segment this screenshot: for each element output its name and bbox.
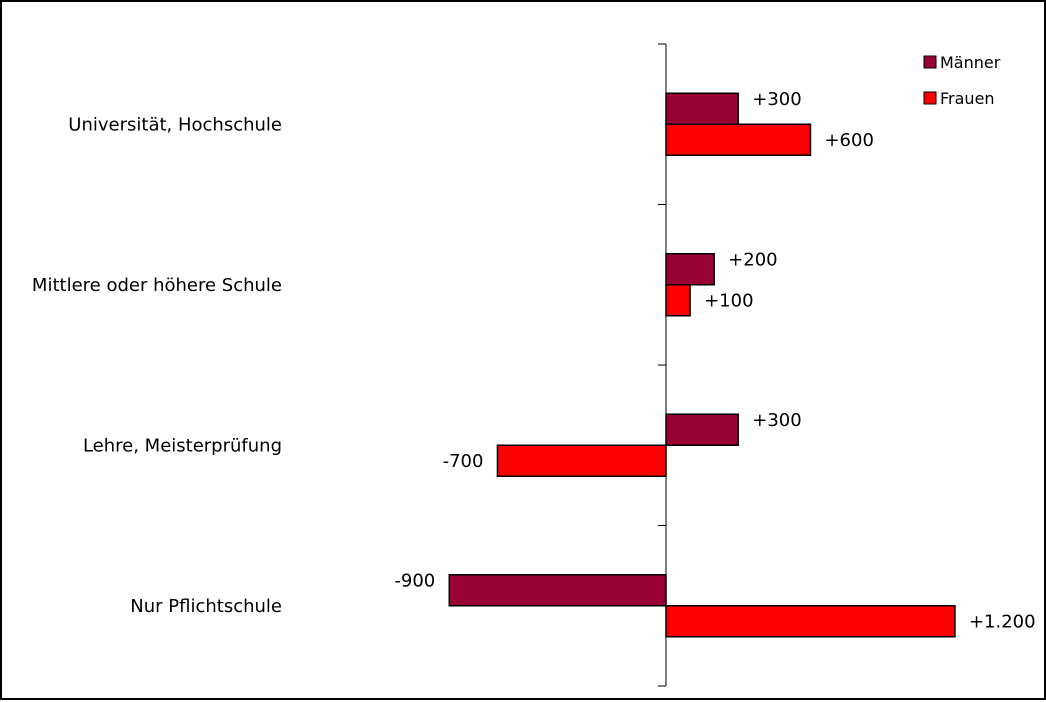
data-label: +300 (752, 410, 801, 431)
category-label: Nur Pflichtschule (130, 596, 282, 617)
bar-frauen (496, 444, 667, 477)
data-label: +200 (728, 249, 777, 270)
category-label: Mittlere oder höhere Schule (32, 275, 282, 296)
legend-label: Frauen (940, 89, 995, 108)
bar-maenner (665, 253, 715, 286)
data-label: +600 (824, 130, 873, 151)
legend-label: Männer (940, 53, 1001, 72)
data-label: -700 (443, 451, 484, 472)
bar-maenner (665, 413, 739, 446)
bar-maenner (665, 92, 739, 125)
bar-frauen (665, 605, 956, 638)
category-label: Lehre, Meisterprüfung (83, 435, 282, 456)
category-label: Universität, Hochschule (68, 114, 282, 135)
bar-frauen (665, 123, 812, 156)
data-label: +1.200 (969, 611, 1036, 632)
data-label: +300 (752, 89, 801, 110)
legend-swatch (923, 91, 937, 105)
bar-maenner (448, 574, 667, 607)
bar-frauen (665, 284, 691, 317)
data-label: -900 (394, 570, 435, 591)
data-label: +100 (704, 290, 753, 311)
legend-swatch (923, 55, 937, 69)
